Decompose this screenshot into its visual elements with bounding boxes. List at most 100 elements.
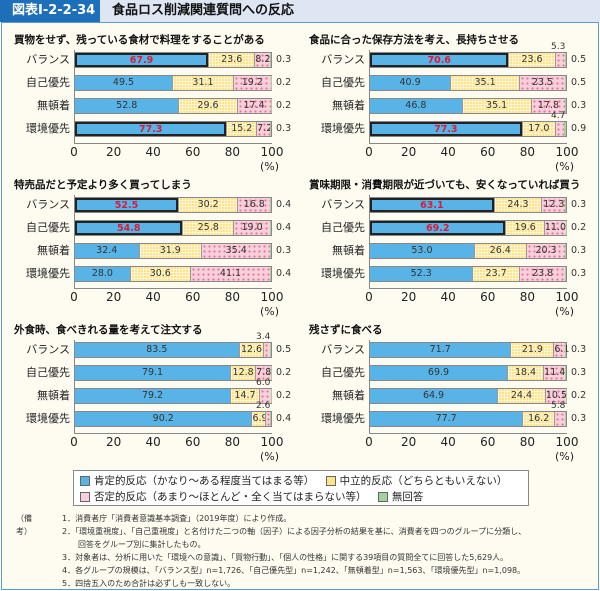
category-label: 無頓着 [332, 244, 365, 257]
no-answer-value: 0.3 [571, 344, 587, 355]
no-answer-value: 0.3 [571, 413, 587, 424]
legend-swatch-neutral [325, 476, 336, 486]
x-tick-label: 80 [224, 290, 241, 304]
category-label: バランス [26, 53, 70, 66]
segment-no-answer [565, 366, 566, 380]
category-label: 無頓着 [37, 244, 70, 257]
chart-panel: 買物をせず、残っている食材で料理をすることがある バランス 67.9 23.6 8.2 0… [2, 32, 292, 177]
stacked-bar: 70.6 23.6 [369, 52, 567, 68]
category-label: 無頓着 [332, 99, 365, 112]
no-answer-value: 0.3 [571, 268, 587, 279]
value-label-above: 3.4 [256, 332, 271, 342]
segment-positive: 77.3 [75, 122, 227, 136]
segment-negative [554, 412, 566, 426]
segment-no-answer [565, 412, 566, 426]
segment-neutral: 30.2 [178, 198, 238, 212]
segment-negative [263, 343, 271, 357]
value-label-above: 4.7 [551, 111, 566, 121]
segment-negative: 20.3 [525, 244, 566, 258]
segment-positive: 54.8 [75, 221, 183, 235]
x-tick-label: 20 [105, 145, 122, 159]
segment-neutral: 19.6 [505, 221, 544, 235]
category-label: バランス [321, 198, 365, 211]
segment-neutral: 16.2 [522, 412, 555, 426]
segment-neutral: 30.6 [129, 267, 190, 281]
chart-title: 残さずに食べる [309, 324, 383, 336]
bar-row: 無頓着 46.8 35.1 17.8 0.3 [297, 98, 587, 114]
no-answer-value: 0.4 [276, 222, 292, 233]
segment-no-answer [565, 343, 566, 357]
stacked-bar: 28.0 30.6 41.1 [74, 266, 272, 282]
no-answer-value: 0.2 [571, 222, 587, 233]
segment-negative: 16.8 [237, 198, 271, 212]
no-answer-value: 0.4 [276, 413, 292, 424]
segment-no-answer [270, 244, 272, 258]
x-tick-label: 80 [519, 145, 536, 159]
category-label: 自己優先 [321, 76, 365, 89]
segment-negative [554, 53, 566, 67]
no-answer-value: 0.3 [276, 245, 292, 256]
segment-no-answer [565, 53, 566, 67]
category-label: 無頓着 [37, 389, 70, 402]
segment-neutral: 6.9 [251, 412, 268, 426]
x-axis [74, 433, 272, 434]
segment-negative: 35.4 [201, 244, 271, 258]
note-line: 1．消費者庁「消費者意識基本調査」（2019年度）により作成。 [62, 514, 292, 523]
no-answer-value: 0.2 [276, 77, 292, 88]
stacked-bar: 77.3 15.2 7.2 [74, 121, 272, 137]
x-tick-label: 20 [105, 290, 122, 304]
x-tick-label: 60 [480, 145, 496, 159]
x-tick-label: 80 [224, 145, 241, 159]
category-label: バランス [321, 343, 365, 356]
x-tick-label: 20 [105, 435, 122, 449]
stacked-bar: 77.7 16.2 [369, 411, 567, 427]
category-label: 自己優先 [26, 221, 70, 234]
stacked-bar: 32.4 31.9 35.4 [74, 243, 272, 259]
segment-neutral: 24.4 [497, 389, 545, 403]
no-answer-value: 0.5 [571, 77, 587, 88]
no-answer-value: 0.3 [571, 100, 587, 111]
category-label: バランス [26, 198, 70, 211]
value-label-above: 2.6 [256, 401, 271, 411]
legend-item-negative: 否定的反応（あまり～ほとんど・全く当てはまらない等） [80, 489, 366, 505]
stacked-bar: 90.2 6.9 [74, 411, 272, 427]
no-answer-value: 0.5 [571, 54, 587, 65]
legend-swatch-negative [80, 492, 90, 502]
segment-positive: 32.4 [75, 244, 139, 258]
segment-positive: 90.2 [75, 412, 252, 426]
no-answer-value: 0.2 [276, 390, 292, 401]
segment-neutral: 29.6 [178, 99, 237, 113]
segment-negative: 10.5 [544, 389, 567, 403]
bar-row: 自己優先 79.1 12.8 7.8 0.2 [2, 365, 292, 381]
x-tick-label: 40 [145, 435, 161, 449]
segment-negative: 6.1 [553, 343, 570, 357]
category-label: バランス [321, 53, 365, 66]
segment-negative: 17.8 [530, 99, 566, 113]
segment-negative: 41.1 [189, 267, 271, 281]
bar-row: 自己優先 69.9 18.4 11.4 0.3 [297, 365, 587, 381]
y-axis-line [74, 340, 75, 433]
segment-negative [265, 412, 271, 426]
segment-neutral: 35.1 [450, 76, 519, 90]
chart-panel: 外食時、食べきれる量を考えて注文する バランス 83.5 12.6 3.4 0.5 自己優先… [2, 322, 292, 467]
legend-item-neutral: 中立的反応（どちらともいえない） [325, 473, 507, 489]
category-label: 自己優先 [26, 76, 70, 89]
note-line: 2．「環境重視度」、「自己重視度」と名付けた二つの軸（因子）による因子分析の結果… [62, 527, 527, 536]
bar-row: 無頓着 52.8 29.6 17.4 0.2 [2, 98, 292, 114]
segment-neutral: 17.0 [521, 122, 556, 136]
segment-positive: 79.2 [75, 389, 231, 403]
segment-negative: 12.3 [541, 198, 566, 212]
segment-neutral: 26.4 [473, 244, 526, 258]
x-tick-label: 0 [70, 435, 78, 449]
category-label: 環境優先 [321, 267, 365, 280]
stacked-bar: 77.3 17.0 [369, 121, 567, 137]
x-tick-label: 60 [480, 435, 496, 449]
segment-negative: 23.5 [518, 76, 566, 90]
stacked-bar: 52.8 29.6 17.4 [74, 98, 272, 114]
category-label: バランス [26, 343, 70, 356]
chart-title: 買物をせず、残っている食材で料理をすることがある [14, 34, 265, 46]
no-answer-value: 0.3 [571, 199, 587, 210]
bar-row: 環境優先 28.0 30.6 41.1 0.4 [2, 266, 292, 282]
segment-positive: 28.0 [75, 267, 130, 281]
segment-positive: 46.8 [370, 99, 462, 113]
